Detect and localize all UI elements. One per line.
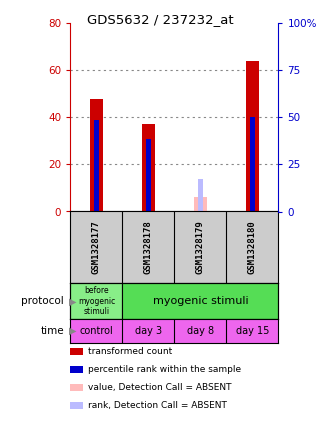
Text: GSM1328177: GSM1328177 xyxy=(92,220,101,275)
Text: before
myogenic
stimuli: before myogenic stimuli xyxy=(78,286,115,316)
Bar xyxy=(90,99,103,212)
Text: GDS5632 / 237232_at: GDS5632 / 237232_at xyxy=(87,13,233,26)
Bar xyxy=(123,283,278,319)
Text: protocol: protocol xyxy=(21,297,64,306)
Bar xyxy=(70,283,123,319)
Text: GSM1328180: GSM1328180 xyxy=(248,220,257,275)
Bar xyxy=(246,61,259,212)
Bar xyxy=(94,120,99,212)
Bar xyxy=(198,179,203,212)
Text: day 8: day 8 xyxy=(187,326,214,336)
Bar xyxy=(194,198,207,212)
Text: day 15: day 15 xyxy=(236,326,269,336)
Text: value, Detection Call = ABSENT: value, Detection Call = ABSENT xyxy=(88,383,231,392)
Text: percentile rank within the sample: percentile rank within the sample xyxy=(88,365,241,374)
Text: ▶: ▶ xyxy=(69,297,76,306)
Bar xyxy=(142,124,155,212)
Bar xyxy=(250,118,255,212)
Text: control: control xyxy=(80,326,113,336)
Text: myogenic stimuli: myogenic stimuli xyxy=(153,297,248,306)
Text: GSM1328178: GSM1328178 xyxy=(144,220,153,275)
Bar xyxy=(146,139,151,212)
Text: day 3: day 3 xyxy=(135,326,162,336)
Text: GSM1328179: GSM1328179 xyxy=(196,220,205,275)
Text: ▶: ▶ xyxy=(69,326,76,336)
Text: transformed count: transformed count xyxy=(88,347,172,356)
Text: rank, Detection Call = ABSENT: rank, Detection Call = ABSENT xyxy=(88,401,227,410)
Text: time: time xyxy=(40,326,64,336)
